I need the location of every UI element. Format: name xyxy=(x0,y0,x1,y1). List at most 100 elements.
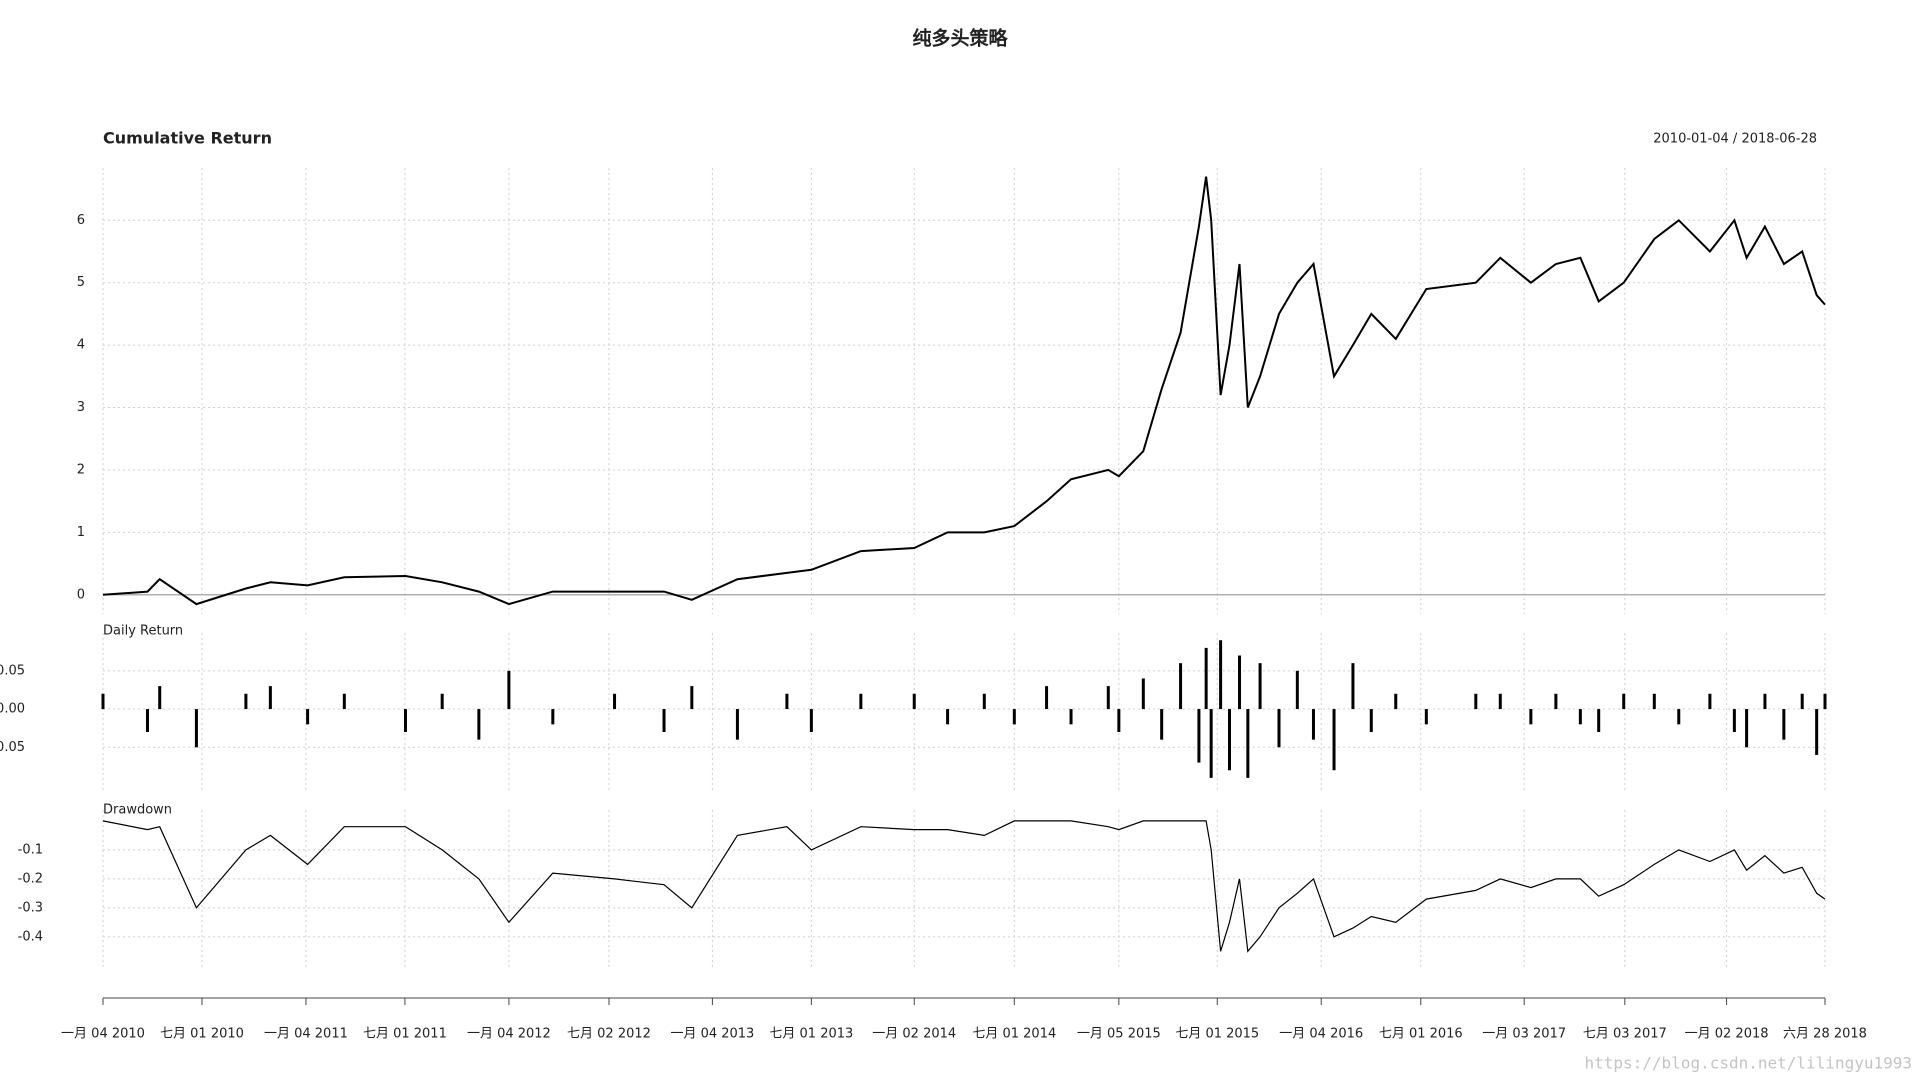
bar xyxy=(440,693,444,710)
x-tick-label: 七月 01 2010 xyxy=(160,1027,244,1042)
watermark: https://blog.csdn.net/lilingyu1993 xyxy=(1584,1054,1912,1073)
x-tick-label: 一月 02 2018 xyxy=(1685,1027,1769,1042)
bar xyxy=(1012,709,1016,725)
y-tick-label: 0.05 xyxy=(0,663,25,678)
x-tick-label: 一月 04 2010 xyxy=(61,1027,145,1042)
bar xyxy=(613,693,617,710)
bar xyxy=(1424,709,1428,725)
x-tick-label: 七月 01 2016 xyxy=(1379,1027,1463,1042)
y-tick-label: -0.1 xyxy=(18,842,43,857)
bar xyxy=(859,693,863,710)
bar xyxy=(1763,693,1767,710)
bar xyxy=(194,709,198,748)
bar xyxy=(1106,686,1110,710)
x-tick-label: 一月 03 2017 xyxy=(1482,1027,1566,1042)
y-tick-label: 0 xyxy=(77,587,85,602)
y-tick-label: 0.00 xyxy=(0,702,25,717)
bar xyxy=(342,693,346,710)
y-tick-label: 5 xyxy=(77,275,85,290)
bar xyxy=(1597,709,1601,732)
y-tick-label: 6 xyxy=(77,213,85,228)
bar xyxy=(244,693,248,710)
bar xyxy=(662,709,666,732)
bar xyxy=(1800,693,1804,710)
bar xyxy=(158,686,162,710)
bar xyxy=(1782,709,1786,740)
bar xyxy=(912,693,916,710)
x-tick-label: 一月 05 2015 xyxy=(1077,1027,1161,1042)
y-tick-label: 3 xyxy=(77,400,85,415)
bar xyxy=(268,686,272,710)
y-tick-label: 2 xyxy=(77,462,85,477)
x-tick-label: 七月 02 2012 xyxy=(567,1027,651,1042)
bar xyxy=(1311,709,1315,740)
bar xyxy=(735,709,739,740)
date-range: 2010-01-04 / 2018-06-28 xyxy=(1653,132,1817,147)
bar xyxy=(1578,709,1582,725)
y-tick-label: 1 xyxy=(77,525,85,540)
y-tick-label: -0.2 xyxy=(18,871,43,886)
x-tick-label: 七月 01 2015 xyxy=(1175,1027,1259,1042)
x-tick-label: 一月 04 2016 xyxy=(1279,1027,1363,1042)
bar xyxy=(982,693,986,710)
bar xyxy=(1179,663,1183,710)
x-tick-label: 一月 04 2012 xyxy=(467,1027,551,1042)
bar xyxy=(1369,709,1373,732)
bar xyxy=(1529,709,1533,725)
bar xyxy=(1197,709,1201,763)
bar xyxy=(1622,693,1626,710)
y-tick-label: 4 xyxy=(77,338,85,353)
bar xyxy=(1554,693,1558,710)
bar xyxy=(1708,693,1712,710)
bar xyxy=(101,693,105,710)
bar xyxy=(1815,709,1819,755)
bar xyxy=(1117,709,1121,732)
bar xyxy=(690,686,694,710)
bar xyxy=(785,693,789,710)
line xyxy=(102,820,1826,953)
chart-title: 纯多头策略 xyxy=(912,27,1008,50)
bar xyxy=(306,709,310,725)
panel-title: Drawdown xyxy=(103,803,172,818)
bar xyxy=(1246,709,1250,778)
bar xyxy=(1332,709,1336,771)
bar xyxy=(403,709,407,732)
bar xyxy=(1394,693,1398,710)
x-tick-label: 一月 02 2014 xyxy=(872,1027,956,1042)
x-tick-label: 六月 28 2018 xyxy=(1783,1027,1867,1042)
x-tick-label: 七月 03 2017 xyxy=(1583,1027,1667,1042)
bar xyxy=(1732,709,1736,732)
bar xyxy=(946,709,950,725)
bar xyxy=(1228,709,1232,771)
x-tick-label: 七月 01 2011 xyxy=(363,1027,447,1042)
panel-title: Daily Return xyxy=(103,624,183,639)
bar xyxy=(1258,663,1262,710)
bar xyxy=(1160,709,1164,740)
bar xyxy=(551,709,555,725)
bar xyxy=(1141,678,1145,710)
y-tick-label: -0.05 xyxy=(0,740,25,755)
bar xyxy=(1677,709,1681,725)
bar xyxy=(477,709,481,740)
line xyxy=(102,176,1826,606)
x-tick-label: 一月 04 2013 xyxy=(670,1027,754,1042)
x-tick-label: 一月 04 2011 xyxy=(264,1027,348,1042)
bar xyxy=(1498,693,1502,710)
bar xyxy=(1277,709,1281,748)
bar xyxy=(1069,709,1073,725)
bar xyxy=(809,709,813,732)
bar xyxy=(1474,693,1478,710)
bar xyxy=(1823,693,1827,710)
bar xyxy=(145,709,149,732)
x-tick-label: 七月 01 2013 xyxy=(769,1027,853,1042)
bar xyxy=(1045,686,1049,710)
bar xyxy=(507,670,511,710)
x-tick-label: 七月 01 2014 xyxy=(972,1027,1056,1042)
panel-title: Cumulative Return xyxy=(103,129,272,148)
bar xyxy=(1238,655,1242,710)
bar xyxy=(1745,709,1749,748)
bar xyxy=(1219,640,1223,710)
y-tick-label: -0.4 xyxy=(18,929,43,944)
